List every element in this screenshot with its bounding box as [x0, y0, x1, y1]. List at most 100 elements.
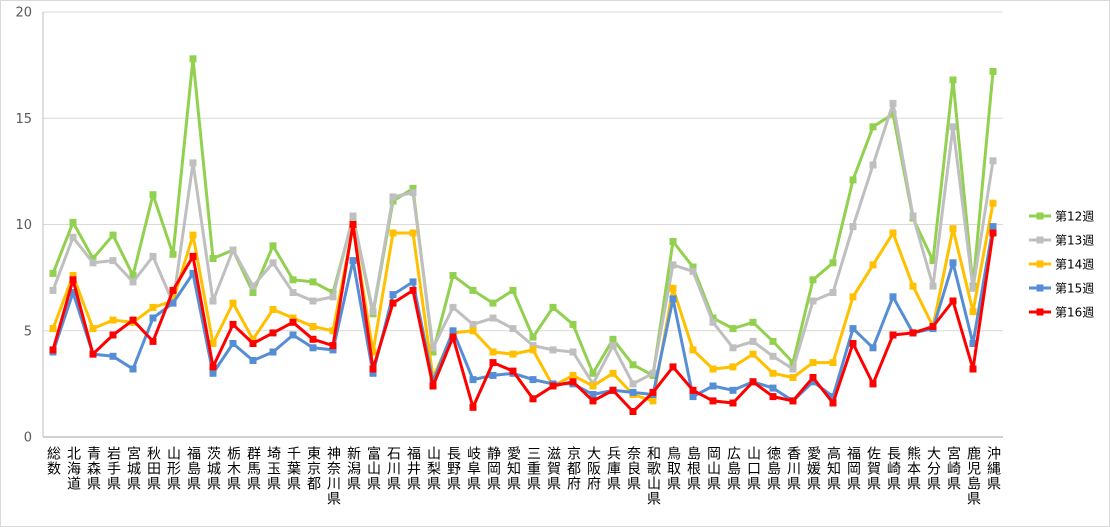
- data-point: [549, 382, 557, 390]
- data-point: [209, 297, 217, 305]
- data-point: [229, 320, 237, 328]
- data-point: [509, 325, 517, 333]
- data-point: [489, 314, 497, 322]
- data-point: [129, 278, 137, 286]
- data-point: [149, 337, 157, 345]
- data-point: [989, 157, 997, 165]
- data-point: [69, 233, 77, 241]
- data-point: [689, 346, 697, 354]
- data-point: [349, 221, 357, 228]
- data-point: [429, 382, 437, 390]
- data-point: [529, 342, 537, 350]
- data-point: [389, 229, 397, 237]
- data-point: [829, 399, 837, 407]
- data-point: [49, 269, 57, 277]
- series-2: [49, 99, 997, 388]
- data-point: [609, 369, 617, 377]
- data-point: [329, 327, 337, 335]
- data-point: [869, 380, 877, 388]
- data-point: [629, 388, 637, 396]
- legend-marker: [1036, 260, 1044, 268]
- data-point: [469, 376, 477, 384]
- data-point: [449, 333, 457, 341]
- data-point: [269, 348, 277, 356]
- data-point: [869, 161, 877, 169]
- data-point: [349, 212, 357, 220]
- data-point: [369, 365, 377, 373]
- series-line: [51, 101, 995, 386]
- data-point: [729, 344, 737, 352]
- data-point: [949, 297, 957, 305]
- data-point: [809, 359, 817, 367]
- data-point: [369, 348, 377, 356]
- data-point: [309, 344, 317, 352]
- data-point: [849, 340, 857, 347]
- data-point: [629, 408, 637, 415]
- data-point: [289, 289, 297, 296]
- data-point: [489, 299, 497, 307]
- data-point: [489, 359, 497, 367]
- data-point: [209, 340, 217, 347]
- data-point: [869, 261, 877, 269]
- data-point: [449, 272, 457, 279]
- data-point: [289, 318, 297, 326]
- data-point: [809, 374, 817, 381]
- legend-label: 第14週: [1055, 258, 1094, 272]
- data-point: [769, 369, 777, 377]
- data-point: [249, 282, 257, 290]
- data-point: [369, 369, 377, 377]
- data-point: [569, 320, 577, 328]
- data-point: [389, 291, 397, 299]
- data-point: [989, 199, 997, 207]
- data-point: [949, 259, 957, 267]
- y-tick-label: 5: [24, 324, 32, 339]
- data-point: [129, 316, 137, 324]
- data-point: [969, 365, 977, 373]
- data-point: [309, 335, 317, 343]
- data-point: [849, 176, 857, 184]
- data-point: [149, 303, 157, 311]
- data-point: [129, 365, 137, 373]
- data-point: [169, 286, 177, 294]
- data-point: [709, 397, 717, 405]
- data-point: [669, 295, 677, 303]
- data-point: [849, 293, 857, 301]
- data-point: [549, 303, 557, 311]
- data-point: [649, 397, 657, 405]
- data-point: [909, 212, 917, 220]
- data-point: [289, 276, 297, 284]
- data-point: [509, 286, 517, 294]
- data-point: [269, 242, 277, 250]
- data-point: [49, 325, 57, 333]
- data-point: [769, 337, 777, 345]
- data-point: [609, 335, 617, 343]
- data-point: [249, 335, 257, 343]
- data-point: [829, 289, 837, 296]
- data-point: [209, 255, 217, 262]
- data-point: [469, 286, 477, 294]
- y-axis-tick-labels: 0 5 10 15 20: [15, 6, 32, 446]
- data-point: [889, 110, 897, 118]
- data-point: [609, 342, 617, 350]
- data-point: [689, 263, 697, 271]
- data-point: [729, 399, 737, 407]
- data-point: [269, 306, 277, 313]
- data-point: [249, 340, 257, 347]
- data-point: [309, 297, 317, 305]
- data-point: [709, 318, 717, 326]
- legend-marker: [1036, 236, 1044, 244]
- data-point: [529, 395, 537, 403]
- series-group: [49, 55, 997, 415]
- data-point: [409, 229, 417, 237]
- data-point: [169, 299, 177, 307]
- data-point: [689, 386, 697, 394]
- data-point: [909, 282, 917, 290]
- data-point: [109, 257, 117, 265]
- data-point: [69, 289, 77, 296]
- data-point: [89, 350, 97, 358]
- data-point: [189, 55, 197, 63]
- data-point: [429, 348, 437, 356]
- data-point: [229, 299, 237, 307]
